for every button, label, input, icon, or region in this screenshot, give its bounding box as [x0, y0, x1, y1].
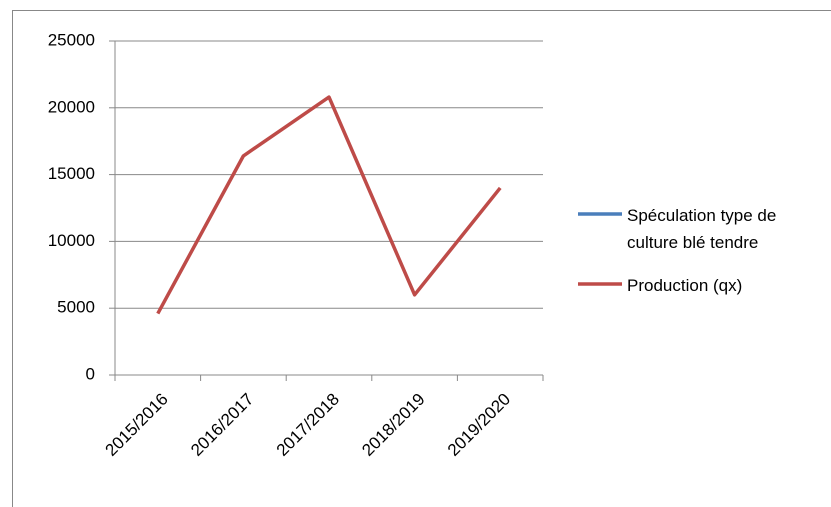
y-tick-label: 5000 [57, 298, 95, 317]
y-tick-label: 0 [86, 364, 95, 383]
y-tick-label: 25000 [48, 30, 95, 49]
x-tick-label: 2015/2016 [102, 390, 172, 460]
x-tick-label: 2016/2017 [187, 390, 257, 460]
legend-label: Spéculation type de culture blé tendre [627, 206, 777, 252]
x-tick-label: 2017/2018 [273, 390, 343, 460]
chart-border [12, 10, 831, 507]
legend-label: Production (qx) [627, 276, 743, 295]
y-tick-label: 20000 [48, 97, 95, 116]
x-tick-label: 2019/2020 [444, 390, 514, 460]
x-tick-label: 2018/2019 [358, 390, 428, 460]
y-tick-label: 10000 [48, 231, 95, 250]
series-line [156, 95, 502, 315]
y-tick-label: 15000 [48, 164, 95, 183]
